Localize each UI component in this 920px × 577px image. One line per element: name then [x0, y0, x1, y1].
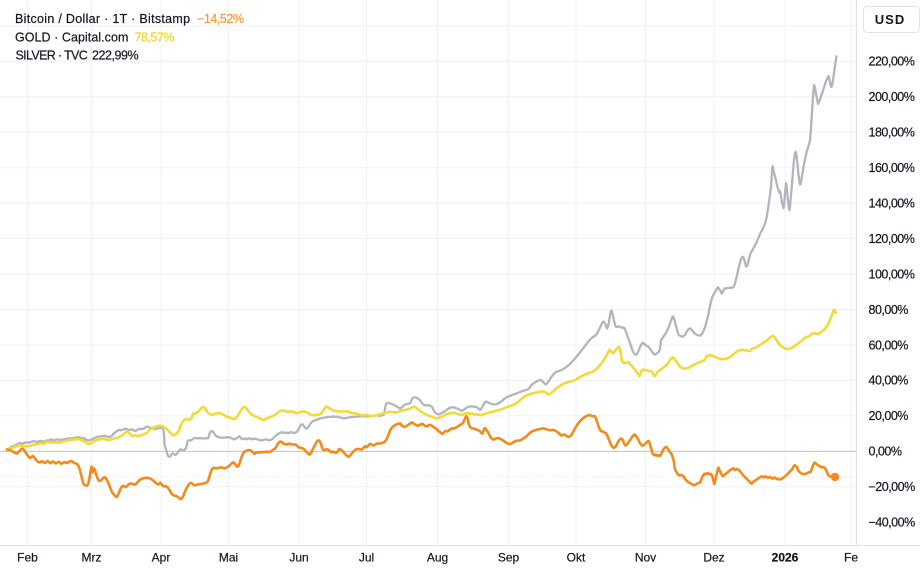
svg-text:Apr: Apr	[152, 551, 171, 565]
svg-text:Fe: Fe	[844, 551, 858, 565]
svg-text:USD: USD	[875, 12, 905, 27]
svg-text:2026: 2026	[772, 551, 799, 565]
svg-text:Dez: Dez	[703, 551, 724, 565]
svg-text:−14,52%: −14,52%	[197, 12, 244, 26]
svg-text:78,57%: 78,57%	[135, 30, 175, 44]
svg-text:Sep: Sep	[498, 551, 520, 565]
svg-text:GOLD · Capital.com: GOLD · Capital.com	[15, 30, 128, 44]
svg-text:222,99%: 222,99%	[92, 49, 139, 63]
svg-text:Bitcoin / Dollar · 1T · Bitsta: Bitcoin / Dollar · 1T · Bitstamp	[15, 12, 190, 26]
svg-text:−20,00%: −20,00%	[869, 480, 916, 494]
svg-text:20,00%: 20,00%	[869, 409, 909, 423]
svg-text:140,00%: 140,00%	[869, 197, 915, 211]
svg-text:Mai: Mai	[219, 551, 238, 565]
svg-text:200,00%: 200,00%	[869, 90, 915, 104]
svg-text:80,00%: 80,00%	[869, 303, 909, 317]
svg-text:−40,00%: −40,00%	[869, 516, 916, 530]
svg-text:SILVER · TVC: SILVER · TVC	[16, 49, 88, 63]
svg-text:40,00%: 40,00%	[869, 374, 909, 388]
svg-text:180,00%: 180,00%	[869, 126, 915, 140]
svg-text:Okt: Okt	[567, 551, 586, 565]
svg-text:160,00%: 160,00%	[869, 161, 915, 175]
svg-text:0,00%: 0,00%	[869, 445, 902, 459]
svg-text:Jul: Jul	[359, 551, 374, 565]
svg-text:Aug: Aug	[427, 551, 448, 565]
svg-text:120,00%: 120,00%	[869, 232, 915, 246]
svg-text:220,00%: 220,00%	[869, 55, 915, 69]
svg-text:Nov: Nov	[635, 551, 656, 565]
svg-text:100,00%: 100,00%	[869, 267, 915, 281]
svg-text:60,00%: 60,00%	[869, 338, 909, 352]
svg-text:Jun: Jun	[289, 551, 308, 565]
svg-text:Mrz: Mrz	[82, 551, 102, 565]
svg-text:Feb: Feb	[17, 551, 38, 565]
